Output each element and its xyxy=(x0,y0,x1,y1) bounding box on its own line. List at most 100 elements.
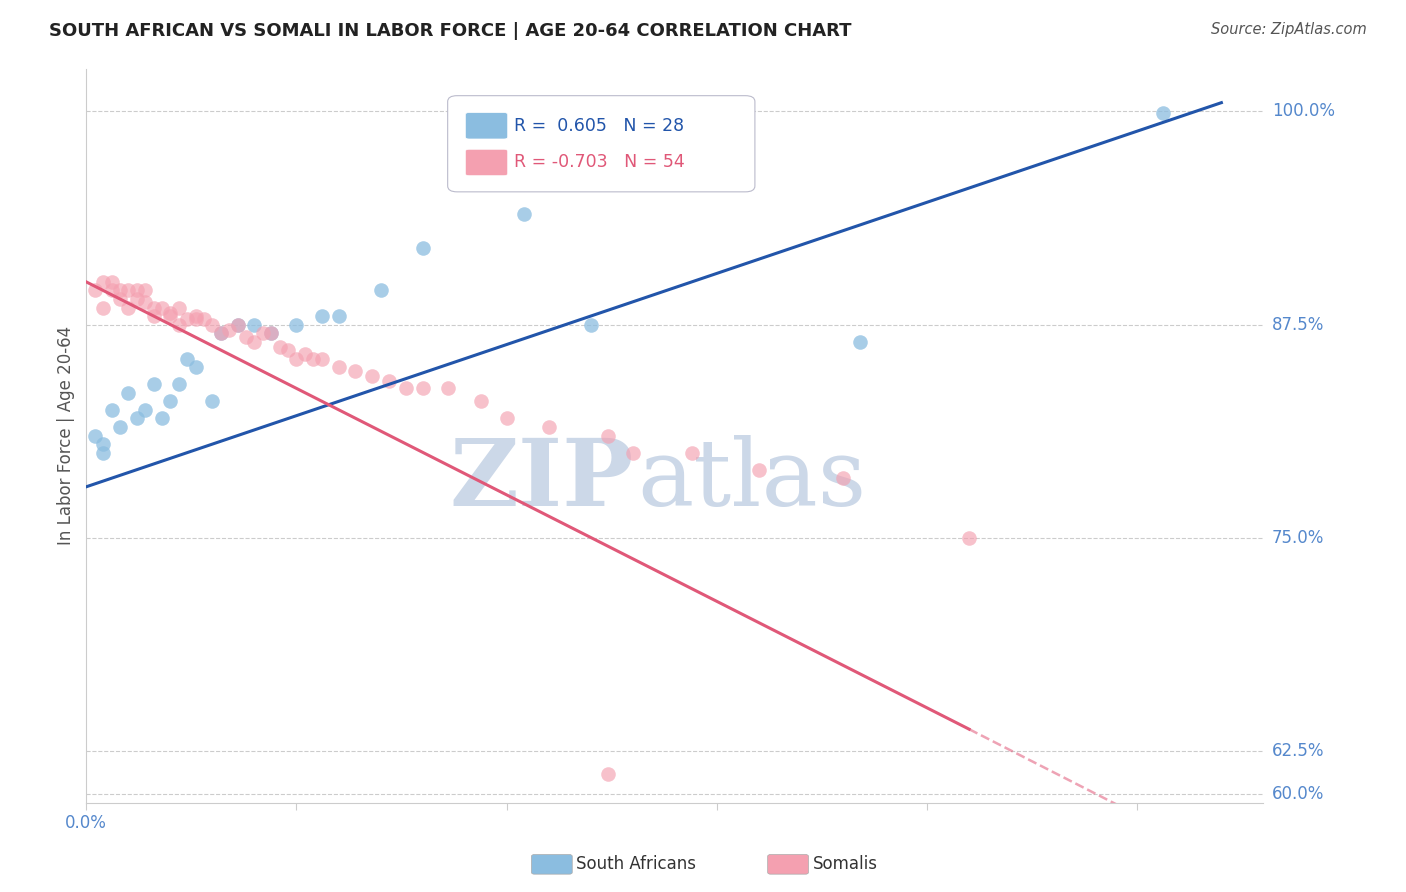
Point xyxy=(83,284,105,298)
Point xyxy=(125,284,148,298)
Point xyxy=(184,360,207,375)
Text: 87.5%: 87.5% xyxy=(1272,316,1324,334)
Point xyxy=(184,309,207,323)
Point xyxy=(125,292,148,306)
Point xyxy=(1152,106,1174,120)
Text: Somalis: Somalis xyxy=(813,855,877,873)
Text: South Africans: South Africans xyxy=(576,855,696,873)
Text: 75.0%: 75.0% xyxy=(1272,529,1324,547)
Point xyxy=(108,292,131,306)
Point xyxy=(142,301,165,315)
Point xyxy=(277,343,299,358)
Point xyxy=(134,295,156,310)
Point xyxy=(412,381,434,395)
Point xyxy=(167,301,190,315)
Point xyxy=(378,374,401,388)
Point xyxy=(100,284,122,298)
Point xyxy=(957,531,980,545)
Point xyxy=(537,420,560,434)
Point xyxy=(91,437,114,451)
Point xyxy=(252,326,274,340)
Point xyxy=(412,241,434,255)
Text: R =  0.605   N = 28: R = 0.605 N = 28 xyxy=(513,117,683,135)
Point xyxy=(832,471,855,485)
Text: 100.0%: 100.0% xyxy=(1272,103,1334,120)
Text: 60.0%: 60.0% xyxy=(1272,785,1324,803)
Text: ZIP: ZIP xyxy=(450,434,634,524)
Point xyxy=(83,428,105,442)
Text: R = -0.703   N = 54: R = -0.703 N = 54 xyxy=(513,153,685,171)
Point xyxy=(269,340,291,354)
Point xyxy=(328,309,350,323)
Point xyxy=(134,284,156,298)
Y-axis label: In Labor Force | Age 20-64: In Labor Force | Age 20-64 xyxy=(58,326,75,545)
Point xyxy=(311,351,333,366)
Text: atlas: atlas xyxy=(637,434,866,524)
Point xyxy=(361,368,384,383)
Point xyxy=(117,284,139,298)
Point xyxy=(260,326,283,340)
Point xyxy=(285,351,308,366)
Point xyxy=(201,318,224,332)
Point xyxy=(311,309,333,323)
Point xyxy=(370,284,392,298)
Point xyxy=(201,394,224,409)
Point xyxy=(134,403,156,417)
Point xyxy=(437,381,460,395)
Point xyxy=(579,318,602,332)
Point xyxy=(260,326,283,340)
Point xyxy=(142,377,165,392)
Point xyxy=(328,360,350,375)
Point xyxy=(495,411,517,425)
Point xyxy=(167,318,190,332)
Point xyxy=(235,329,257,343)
Point xyxy=(226,318,249,332)
Point xyxy=(302,351,325,366)
Point xyxy=(150,411,173,425)
Point xyxy=(176,351,198,366)
Point xyxy=(470,394,492,409)
Point xyxy=(159,309,181,323)
Point xyxy=(243,334,266,349)
Point xyxy=(108,420,131,434)
Point xyxy=(91,445,114,459)
FancyBboxPatch shape xyxy=(465,149,508,176)
Point xyxy=(167,377,190,392)
Point xyxy=(184,312,207,326)
Text: SOUTH AFRICAN VS SOMALI IN LABOR FORCE | AGE 20-64 CORRELATION CHART: SOUTH AFRICAN VS SOMALI IN LABOR FORCE |… xyxy=(49,22,852,40)
Point xyxy=(91,275,114,289)
Point xyxy=(142,309,165,323)
Point xyxy=(294,346,316,360)
Point xyxy=(108,284,131,298)
Point xyxy=(748,463,770,477)
Point xyxy=(91,301,114,315)
Text: Source: ZipAtlas.com: Source: ZipAtlas.com xyxy=(1211,22,1367,37)
Point xyxy=(596,766,619,780)
Point xyxy=(681,445,703,459)
Point xyxy=(849,334,872,349)
Point xyxy=(218,323,240,337)
Point xyxy=(100,275,122,289)
Point xyxy=(117,301,139,315)
Point xyxy=(159,305,181,319)
Point xyxy=(243,318,266,332)
Point xyxy=(344,364,367,378)
Point xyxy=(117,385,139,400)
Text: 62.5%: 62.5% xyxy=(1272,742,1324,760)
Point xyxy=(285,318,308,332)
Point xyxy=(596,428,619,442)
Point xyxy=(159,394,181,409)
Point xyxy=(209,326,232,340)
Point xyxy=(193,312,215,326)
Point xyxy=(209,326,232,340)
Point xyxy=(100,403,122,417)
Point xyxy=(150,301,173,315)
Point xyxy=(226,318,249,332)
Point xyxy=(125,411,148,425)
Point xyxy=(395,381,418,395)
Point xyxy=(621,445,644,459)
FancyBboxPatch shape xyxy=(447,95,755,192)
Point xyxy=(512,206,534,220)
FancyBboxPatch shape xyxy=(465,112,508,139)
Point xyxy=(176,312,198,326)
